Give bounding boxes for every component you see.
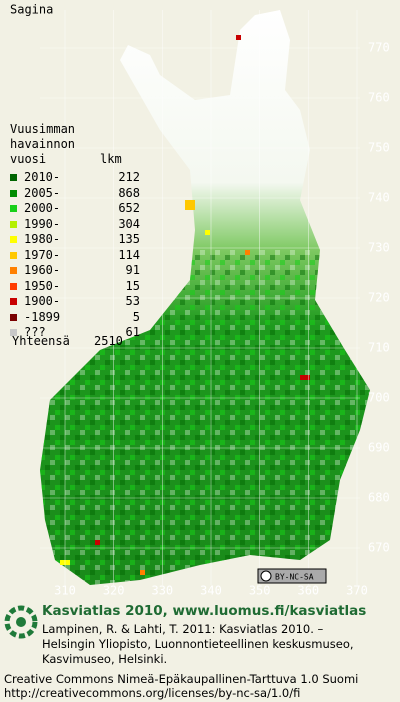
finland <box>40 10 370 585</box>
x-tick-label: 370 <box>346 584 368 598</box>
legend-row: 2005- 868 <box>10 186 150 201</box>
license-line: http://creativecommons.org/licenses/by-n… <box>4 686 301 700</box>
legend-swatch <box>10 313 17 321</box>
license-badge-text: BY-NC-SA <box>275 573 314 582</box>
legend-row: ??? 61 <box>10 325 150 340</box>
legend-count: 212 <box>118 170 140 184</box>
legend-swatch <box>10 329 17 336</box>
y-tick-label: 740 <box>368 191 390 205</box>
y-tick-label: 750 <box>368 141 390 155</box>
legend-swatch <box>10 205 17 212</box>
legend-count: 135 <box>118 232 140 246</box>
legend-row: 1960- 91 <box>10 263 150 278</box>
legend-row: 1990- 304 <box>10 217 150 232</box>
legend-label: 1980- <box>24 232 61 246</box>
citation-line: Lampinen, R. & Lahti, T. 2011: Kasviatla… <box>42 622 324 636</box>
legend-count: 652 <box>118 201 140 215</box>
legend-label: 1950- <box>24 278 61 293</box>
brand: Kasviatlas 2010, www.luomus.fi/kasviatla… <box>42 603 367 619</box>
legend-label: ??? <box>24 325 46 339</box>
legend-row: 1970- 114 <box>10 248 150 263</box>
legend-heading: havainnon <box>10 137 76 151</box>
y-tick-label: 700 <box>368 391 390 405</box>
legend-heading: vuosi <box>10 152 47 166</box>
legend-total-label: Yhteensä <box>12 334 70 348</box>
legend-label: 2000- <box>24 201 61 215</box>
legend-label: 1900- <box>24 294 61 308</box>
logo <box>4 605 38 639</box>
legend-count: 61 <box>125 325 140 339</box>
legend-label: 2010- <box>24 170 61 184</box>
legend-swatch <box>10 298 17 305</box>
y-tick-label: 720 <box>368 291 390 305</box>
legend-row: 2000- 652 <box>10 201 150 216</box>
y-tick-label: 680 <box>368 491 390 505</box>
legend-label: 1960- <box>24 263 61 277</box>
legend-swatch <box>10 282 17 290</box>
x-tick-label: 360 <box>297 584 319 598</box>
legend-row: 1900- 53 <box>10 294 150 309</box>
legend-heading: Vuusimman <box>10 122 76 136</box>
x-tick-label: 320 <box>103 584 125 598</box>
y-tick-label: 670 <box>368 541 390 555</box>
y-tick-label: 730 <box>368 241 390 255</box>
legend-count: 304 <box>118 216 140 231</box>
legend-label: -1899 <box>24 309 61 324</box>
legend-count: 15 <box>125 278 140 293</box>
legend-count: 868 <box>118 185 140 200</box>
license-badge: BY-NC-SA <box>257 568 327 584</box>
legend-row: -1899 5 <box>10 310 150 325</box>
legend-label: 1990- <box>24 216 61 231</box>
y-tick-label: 710 <box>368 341 390 355</box>
legend-swatch <box>10 220 17 228</box>
legend-swatch <box>10 251 17 259</box>
x-tick-label: 340 <box>200 584 222 598</box>
species-name: Sagina <box>10 3 53 17</box>
x-tick-label: 330 <box>151 584 173 598</box>
legend-total: 2510 <box>94 334 123 348</box>
legend-row: 2010- 212 <box>10 170 150 185</box>
citation-line: Helsingin Yliopisto, Luonnontieteellinen… <box>42 637 354 651</box>
legend-swatch <box>10 189 17 197</box>
legend-count: 53 <box>125 294 140 308</box>
citation-line: Kasvimuseo, Helsinki. <box>42 652 168 666</box>
license-line: Creative Commons Nimeä-Epäkaupallinen-Ta… <box>4 672 359 686</box>
legend-count: 5 <box>132 309 140 324</box>
legend-count: 91 <box>125 263 140 277</box>
y-tick-label: 760 <box>368 91 390 105</box>
x-tick-label: 310 <box>54 584 76 598</box>
y-tick-label: 690 <box>368 441 390 455</box>
x-tick-label: 350 <box>249 584 271 598</box>
legend-count: 114 <box>118 247 140 262</box>
y-tick-label: 770 <box>368 41 390 55</box>
legend-row: 1950- 15 <box>10 279 150 294</box>
legend-swatch <box>10 236 17 243</box>
map: 770 760 750 740 730 720 710 700 690 680 670 310 320 3… <box>10 3 390 598</box>
legend-swatch <box>10 174 17 181</box>
legend-row: 1980- 135 <box>10 232 150 247</box>
legend-swatch <box>10 267 17 274</box>
legend-label: 1970- <box>24 247 61 262</box>
legend-label: 2005- <box>24 185 61 200</box>
legend-count-heading: lkm <box>100 152 122 166</box>
coordinate-grid: 770 760 750 740 730 720 710 700 690 680 670 310 320 3… <box>40 10 390 598</box>
